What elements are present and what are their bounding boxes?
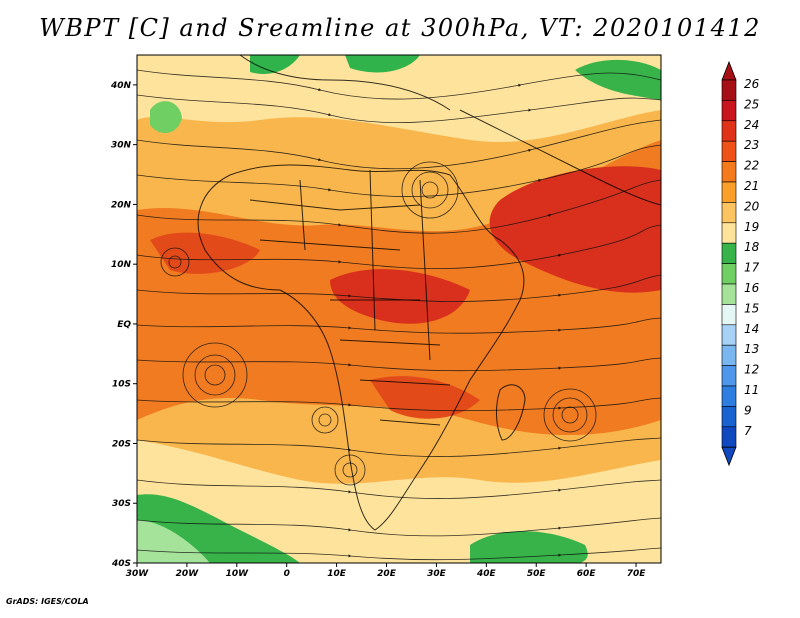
x-tick-label: 20W: [176, 569, 200, 579]
colorbar-swatch: [721, 202, 737, 224]
colorbar-label: 20: [744, 199, 760, 213]
x-tick-label: 20E: [377, 569, 397, 579]
y-tick-label: EQ: [117, 320, 131, 330]
colorbar-label: 13: [744, 342, 759, 356]
colorbar-label: 7: [744, 424, 752, 438]
y-tick-label: 30S: [112, 499, 131, 509]
colorbar-swatch: [721, 324, 737, 346]
colorbar-bottom-arrow: [721, 446, 737, 467]
colorbar-label: 25: [744, 97, 759, 111]
wbpt-field: [137, 55, 661, 563]
colorbar-label: 12: [744, 363, 759, 377]
x-tick-label: 10E: [327, 569, 347, 579]
y-tick-label: 10N: [111, 260, 132, 270]
chart-title: WBPT [C] and Sreamline at 300hPa, VT: 20…: [39, 14, 761, 42]
colorbar-swatch: [721, 161, 737, 183]
colorbar-label: 11: [744, 383, 759, 397]
y-tick-label: 40N: [110, 81, 132, 91]
colorbar-swatch: [721, 304, 737, 326]
colorbar-swatch: [721, 79, 737, 101]
y-tick-label: 30N: [111, 141, 132, 151]
x-tick-label: 60E: [577, 569, 597, 579]
colorbar-swatch: [721, 242, 737, 264]
colorbar: 26 25 24 23 22 21 20 19 18 17 16 15 14 13 12 11 9 7: [721, 60, 760, 467]
colorbar-label: 23: [744, 138, 759, 152]
y-tick-label: 20N: [111, 200, 132, 210]
y-tick-label: 10S: [112, 380, 131, 390]
colorbar-label: 14: [744, 322, 759, 336]
x-tick-label: 0: [284, 569, 290, 579]
axis-ticks: 30W 20W 10W 0 10E 20E 30E 40E 50E 60E 70E 40N 30N 20N…: [110, 81, 646, 579]
x-tick-label: 10W: [226, 569, 250, 579]
colorbar-swatch: [721, 140, 737, 162]
colorbar-swatch: [721, 222, 737, 244]
colorbar-label: 16: [744, 281, 760, 295]
colorbar-swatch: [721, 181, 737, 203]
map-frame: [136, 54, 662, 564]
colorbar-label: 19: [744, 220, 759, 234]
x-tick-label: 50E: [527, 569, 547, 579]
colorbar-swatch: [721, 263, 737, 285]
colorbar-swatch: [721, 283, 737, 305]
colorbar-swatch: [721, 100, 737, 122]
colorbar-swatch: [721, 385, 737, 407]
colorbar-label: 17: [744, 261, 760, 275]
colorbar-label: 9: [744, 403, 752, 417]
colorbar-label: 15: [744, 301, 759, 315]
y-tick-label: 20S: [112, 439, 131, 449]
x-tick-label: 70E: [627, 569, 647, 579]
colorbar-label: 21: [744, 179, 759, 193]
grads-credit: GrADS: IGES/COLA: [6, 597, 89, 606]
colorbar-label: 18: [744, 240, 760, 254]
colorbar-top-arrow: [721, 60, 737, 81]
colorbar-swatch: [721, 120, 737, 142]
y-tick-label: 40S: [111, 559, 131, 569]
colorbar-swatch: [721, 365, 737, 387]
x-tick-label: 30E: [427, 569, 447, 579]
colorbar-swatch: [721, 344, 737, 366]
colorbar-swatch: [721, 406, 737, 428]
colorbar-label: 26: [744, 77, 760, 91]
colorbar-swatch: [721, 426, 737, 448]
x-tick-label: 30W: [126, 569, 150, 579]
colorbar-label: 22: [744, 159, 759, 173]
x-tick-label: 40E: [476, 569, 497, 579]
colorbar-label: 24: [744, 118, 759, 132]
